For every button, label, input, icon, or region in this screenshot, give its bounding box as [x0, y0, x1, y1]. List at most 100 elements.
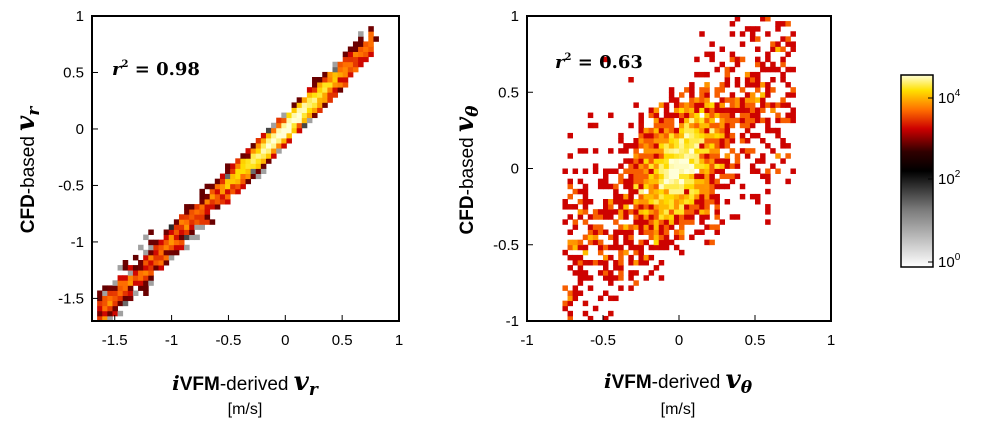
- density-cell: [668, 117, 675, 124]
- density-cell: [658, 102, 665, 108]
- density-cell: [648, 209, 655, 215]
- density-cell: [603, 168, 609, 174]
- density-cell: [628, 158, 634, 164]
- density-cell: [301, 107, 308, 113]
- density-cell: [276, 117, 282, 124]
- density-cell: [780, 71, 786, 78]
- density-cell: [709, 183, 715, 190]
- density-cell: [709, 168, 715, 174]
- density-cell: [739, 87, 746, 93]
- density-cell: [638, 122, 644, 129]
- density-cell: [592, 260, 599, 266]
- density-cell: [760, 153, 766, 159]
- density-cell: [138, 270, 144, 276]
- density-cell: [633, 260, 639, 266]
- density-cell: [648, 199, 655, 205]
- density-cell: [638, 158, 644, 164]
- density-cell: [699, 193, 705, 200]
- density-cell: [138, 280, 144, 286]
- plot-frame-vr: [91, 15, 400, 322]
- density-cell: [260, 168, 267, 174]
- density-cell: [306, 112, 313, 119]
- density-cell: [694, 229, 700, 235]
- density-cell: [633, 138, 639, 144]
- density-cell: [785, 117, 791, 124]
- density-cell: [699, 148, 705, 154]
- density-cell: [240, 168, 246, 174]
- density-cell: [603, 204, 609, 210]
- density-cell: [317, 87, 323, 93]
- density-cell: [358, 41, 364, 47]
- density-cell: [117, 275, 124, 281]
- density-cell: [770, 46, 776, 52]
- density-cell: [658, 178, 665, 185]
- density-cell: [714, 193, 720, 200]
- density-cell: [760, 92, 766, 98]
- density-cell: [158, 260, 165, 266]
- density-cell: [780, 56, 786, 63]
- density-cell: [582, 148, 589, 154]
- density-cell: [673, 234, 680, 241]
- density-cell: [770, 77, 776, 83]
- density-cell: [704, 153, 710, 159]
- density-cell: [618, 193, 624, 200]
- density-cell: [714, 199, 720, 205]
- density-cell: [225, 168, 231, 174]
- density-cell: [332, 92, 338, 98]
- density-cell: [577, 239, 584, 246]
- density-cell: [709, 112, 715, 119]
- density-cell: [699, 158, 705, 164]
- density-cell: [684, 214, 690, 220]
- density-cell: [663, 239, 670, 246]
- density-cell: [97, 300, 103, 307]
- density-cell: [296, 117, 303, 124]
- density-cell: [97, 295, 103, 302]
- density-cell: [719, 143, 725, 149]
- density-cell: [633, 183, 639, 190]
- density-cell: [327, 92, 333, 98]
- density-cell: [653, 265, 660, 271]
- density-cell: [189, 214, 195, 220]
- density-cell: [679, 249, 685, 256]
- density-cell: [189, 204, 195, 210]
- density-cell: [790, 87, 796, 93]
- density-cell: [704, 214, 710, 220]
- density-cell: [749, 97, 756, 103]
- density-cell: [592, 163, 599, 169]
- density-cell: [734, 97, 741, 103]
- density-cell: [658, 219, 665, 225]
- density-cell: [709, 173, 715, 180]
- density-cell: [714, 209, 720, 215]
- density-cell: [734, 163, 741, 169]
- density-cell: [724, 82, 731, 88]
- density-cell: [608, 244, 614, 251]
- density-cell: [219, 188, 226, 195]
- density-cell: [245, 163, 252, 169]
- density-cell: [739, 148, 746, 154]
- density-cell: [117, 280, 124, 286]
- density-cell: [755, 82, 761, 88]
- density-cell: [301, 112, 308, 119]
- density-cell: [780, 117, 786, 124]
- density-cell: [699, 183, 705, 190]
- density-cell: [699, 71, 705, 78]
- y-axis-label-vr: CFD-based vr: [11, 106, 44, 234]
- x-tick-label: -0.5: [590, 332, 616, 349]
- density-cell: [663, 204, 670, 210]
- density-cell: [255, 153, 262, 159]
- density-cell: [603, 260, 609, 266]
- density-cell: [342, 66, 349, 73]
- density-cell: [719, 173, 725, 180]
- density-cell: [143, 280, 149, 286]
- density-cell: [775, 132, 781, 139]
- density-cell: [178, 229, 185, 235]
- density-cell: [780, 102, 786, 108]
- density-cell: [694, 209, 700, 215]
- density-cell: [572, 168, 579, 174]
- density-cell: [628, 199, 634, 205]
- density-cell: [597, 295, 604, 302]
- density-cell: [577, 265, 584, 271]
- density-cell: [638, 138, 644, 144]
- density-cell: [719, 87, 725, 93]
- density-cell: [368, 31, 374, 37]
